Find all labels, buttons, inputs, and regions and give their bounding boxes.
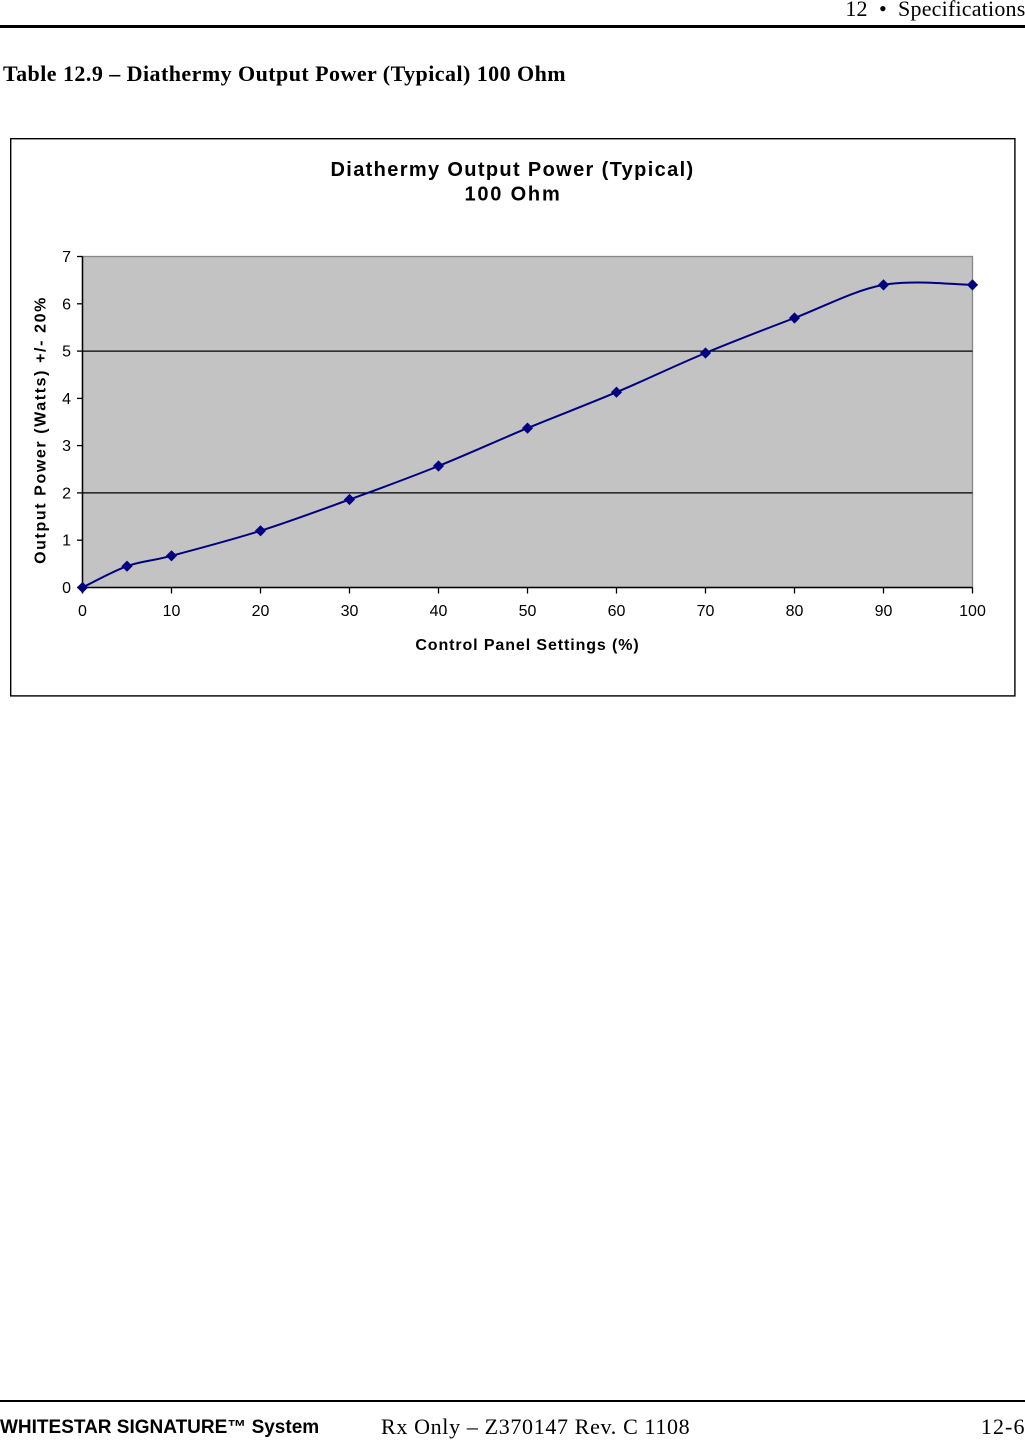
svg-text:Diathermy Output Power (Typica: Diathermy Output Power (Typical) <box>331 159 695 181</box>
svg-text:60: 60 <box>608 603 626 620</box>
svg-text:1: 1 <box>62 533 71 550</box>
svg-text:90: 90 <box>875 603 893 620</box>
svg-text:100 Ohm: 100 Ohm <box>464 184 561 206</box>
svg-text:7: 7 <box>62 249 71 266</box>
svg-text:3: 3 <box>62 438 71 455</box>
svg-text:30: 30 <box>341 603 359 620</box>
svg-text:0: 0 <box>62 580 71 597</box>
svg-text:4: 4 <box>62 391 71 408</box>
svg-text:10: 10 <box>163 603 181 620</box>
svg-text:2: 2 <box>62 485 71 502</box>
svg-text:70: 70 <box>697 603 715 620</box>
svg-text:20: 20 <box>252 603 270 620</box>
svg-text:80: 80 <box>786 603 804 620</box>
svg-text:50: 50 <box>519 603 537 620</box>
svg-text:0: 0 <box>78 603 87 620</box>
svg-text:Output Power (Watts) +/- 20%: Output Power (Watts) +/- 20% <box>33 296 50 564</box>
svg-text:100: 100 <box>959 603 986 620</box>
svg-text:Control Panel Settings (%): Control Panel Settings (%) <box>415 637 639 654</box>
svg-text:6: 6 <box>62 296 71 313</box>
svg-text:5: 5 <box>62 344 71 361</box>
svg-text:40: 40 <box>430 603 448 620</box>
